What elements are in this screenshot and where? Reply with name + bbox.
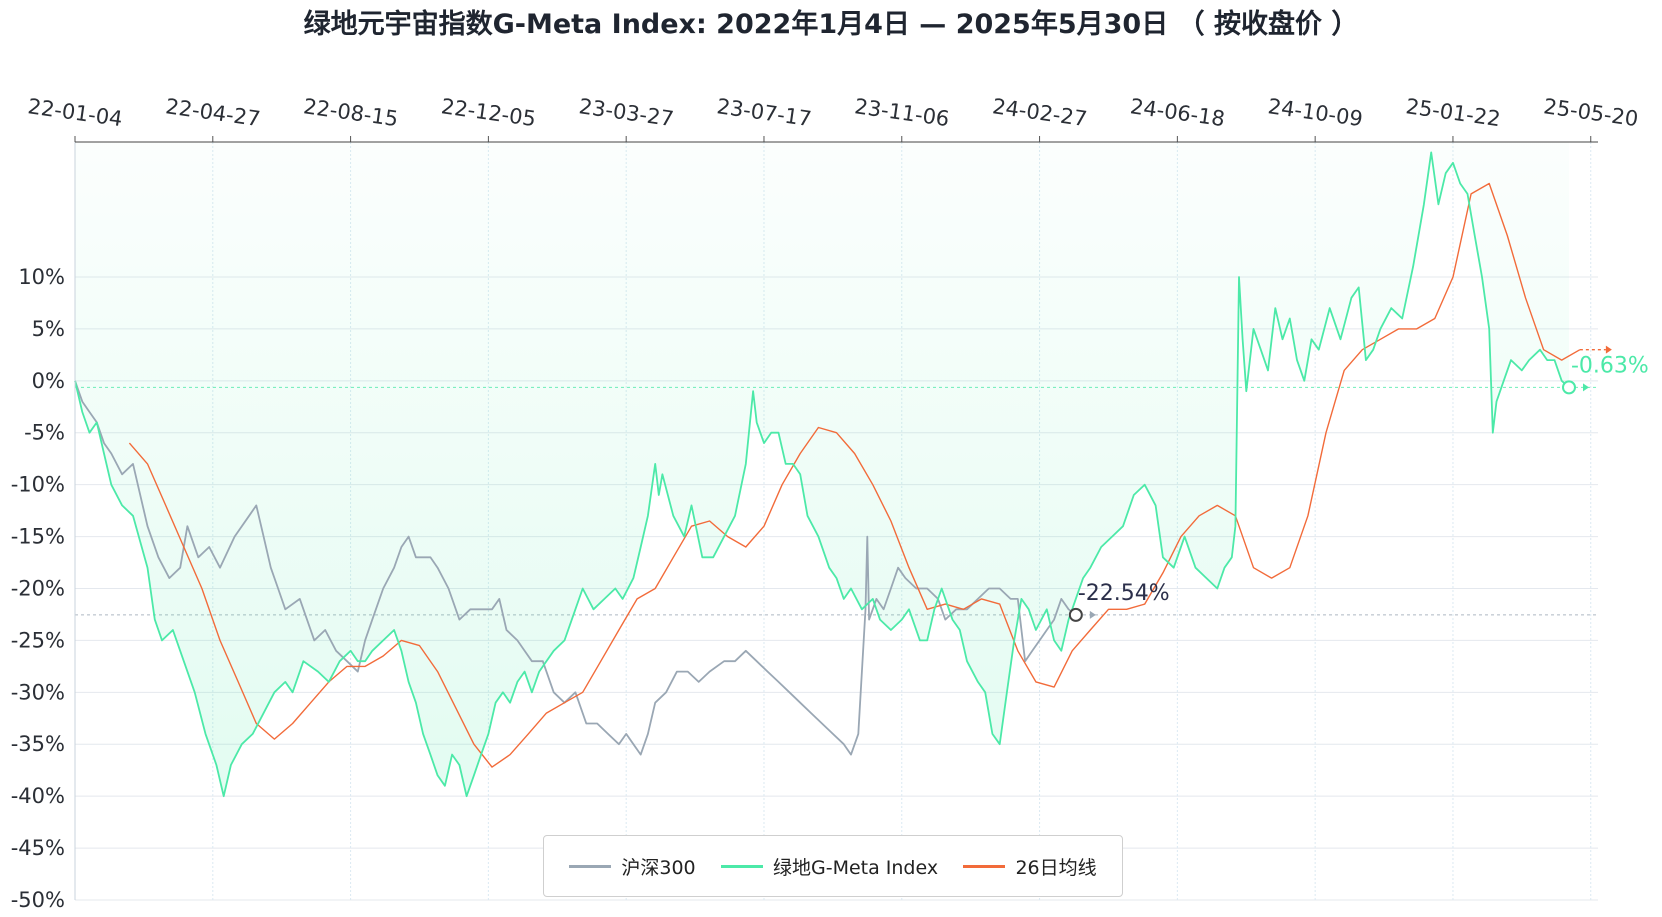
series-line-ma26 <box>128 182 1581 768</box>
y-tick-label: 5% <box>32 317 65 341</box>
y-tick-label: -10% <box>11 473 65 497</box>
hs300-end-arrow <box>1089 610 1096 619</box>
x-tick-label: 24-10-09 <box>1266 94 1364 131</box>
legend-item-ma26[interactable]: 26日均线 <box>963 853 1097 880</box>
y-tick-label: -25% <box>11 628 65 652</box>
gmeta-area <box>75 142 1569 797</box>
gmeta-end-label: -0.63% <box>1571 353 1649 378</box>
x-axis: 22-01-04 22-04-27 22-08-15 22-12-05 23-03-27… <box>26 94 1640 143</box>
gmeta-end-point <box>1561 380 1576 395</box>
x-tick-label: 24-02-27 <box>991 94 1089 131</box>
hs300-end-point <box>1068 607 1083 622</box>
legend: 沪深300 绿地G-Meta Index 26日均线 <box>543 835 1123 897</box>
x-tick-label: 25-05-20 <box>1542 94 1640 131</box>
gmeta-end-arrow <box>1582 383 1589 392</box>
legend-label-hs300: 沪深300 <box>621 856 696 879</box>
legend-label-ma26: 26日均线 <box>1015 856 1097 879</box>
chart-title: 绿地元宇宙指数G-Meta Index: 2022年1月4日 — 2025年5月… <box>303 9 1359 40</box>
x-tick-label: 22-04-27 <box>164 94 262 131</box>
x-tick-label: 25-01-22 <box>1404 94 1502 131</box>
legend-item-hs300[interactable]: 沪深300 <box>569 853 696 880</box>
x-tick-label: 24-06-18 <box>1129 94 1227 131</box>
x-tick-label: 23-03-27 <box>577 94 675 131</box>
x-tick-label: 22-12-05 <box>440 94 538 131</box>
y-tick-label: -35% <box>11 732 65 756</box>
x-tick-label: 23-11-06 <box>853 94 951 131</box>
x-tick-label: 22-08-15 <box>302 94 400 131</box>
x-tick-label: 22-01-04 <box>26 94 124 131</box>
hs300-end-label: -22.54% <box>1078 581 1170 606</box>
gmeta-area-fill <box>75 142 1569 797</box>
y-tick-label: 0% <box>32 369 65 393</box>
x-tick-label: 23-07-17 <box>715 94 813 131</box>
legend-label-gmeta: 绿地G-Meta Index <box>772 856 939 879</box>
y-axis: 10% 5% 0% -5% -10% -15% -20% -25% -30% -35% -40% -4… <box>11 142 76 912</box>
y-tick-label: 10% <box>18 265 65 289</box>
legend-swatch-hs300 <box>569 864 612 868</box>
y-tick-label: -45% <box>11 836 65 860</box>
y-tick-label: -5% <box>24 421 65 445</box>
legend-item-gmeta[interactable]: 绿地G-Meta Index <box>720 853 939 880</box>
y-tick-label: -20% <box>11 576 65 600</box>
y-tick-label: -30% <box>11 680 65 704</box>
y-tick-label: -40% <box>11 784 65 808</box>
legend-swatch-gmeta <box>720 864 763 868</box>
ma26-end-arrow <box>1605 345 1612 354</box>
end-markers: -0.63% -22.54% <box>1068 345 1649 622</box>
series-line-gmeta <box>74 151 1570 798</box>
y-tick-label: -50% <box>11 888 65 912</box>
y-tick-label: -15% <box>11 525 65 549</box>
series-lines <box>74 151 1581 798</box>
legend-swatch-ma26 <box>963 864 1006 868</box>
